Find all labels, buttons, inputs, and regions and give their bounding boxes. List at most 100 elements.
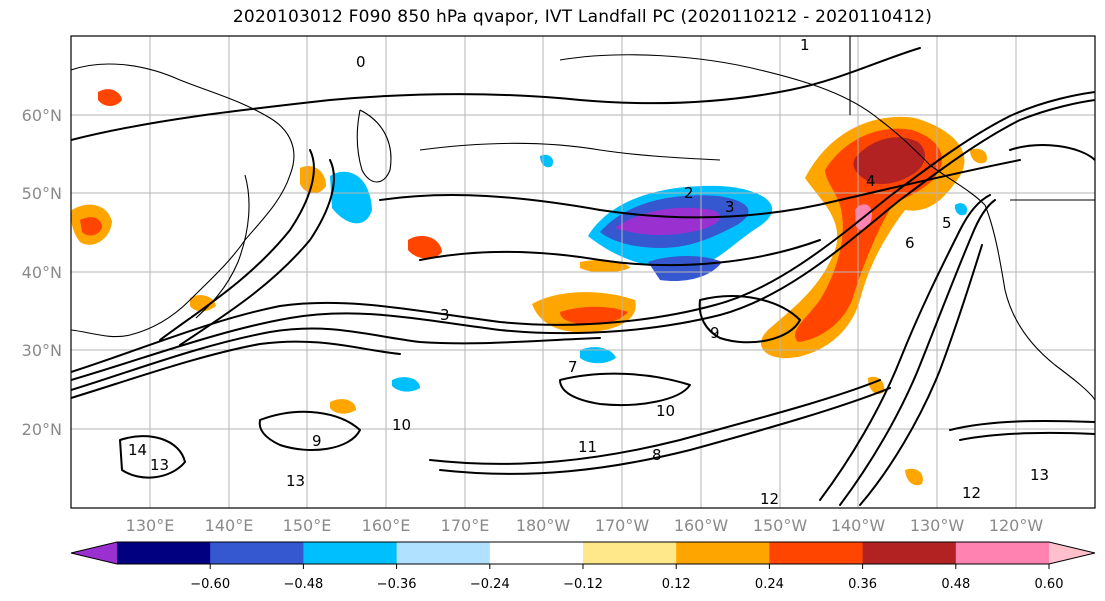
contour-line <box>819 194 991 501</box>
contour-label: 9 <box>710 324 720 342</box>
lon-label: 140°W <box>831 516 886 535</box>
contour-line <box>419 239 821 267</box>
colorbar-tick-label: −0.12 <box>563 577 603 592</box>
colorbar-tick-label: −0.36 <box>377 577 417 592</box>
lon-label: 160°E <box>362 516 411 535</box>
contour-labels: 0 1 2 3 4 5 6 9 9 10 10 11 12 12 13 13 1… <box>128 36 1049 508</box>
lat-label: 30°N <box>22 341 62 360</box>
positive-plume-mid <box>795 128 942 342</box>
colorbar: −0.60 −0.48 −0.36 −0.24 −0.12 0.12 0.24 0.36 0.4… <box>70 541 1096 592</box>
contour-line <box>949 419 1095 431</box>
colorbar-segment <box>303 542 398 564</box>
colorbar-segment <box>862 542 957 564</box>
colorbar-tick-label: −0.60 <box>190 577 230 592</box>
contour-label: 5 <box>942 214 952 232</box>
contour-label: 0 <box>356 53 366 71</box>
small-blob <box>330 399 356 414</box>
colorbar-segment <box>489 542 584 564</box>
gridlines <box>71 36 1095 508</box>
contour-label: 9 <box>312 432 322 450</box>
contour-label: 13 <box>150 456 169 474</box>
positive-plume-core <box>853 137 925 184</box>
colorbar-segment <box>955 542 1050 564</box>
colorbar-tick-label: −0.24 <box>470 577 510 592</box>
small-blob <box>905 468 923 486</box>
contour-line <box>159 149 315 341</box>
small-blob <box>190 295 216 312</box>
contour-line <box>71 91 1095 373</box>
map-frame <box>70 35 1096 509</box>
lon-label: 170°W <box>595 516 650 535</box>
positive-band-core <box>560 306 628 325</box>
contour-label: 11 <box>578 438 597 456</box>
contour-label: 4 <box>866 172 876 190</box>
coastlines <box>71 36 1095 401</box>
negative-anomaly-lobe <box>648 256 722 282</box>
coastline-aleutians <box>419 142 721 161</box>
contour-line <box>1009 144 1095 161</box>
contour-line <box>839 199 996 506</box>
lat-label: 40°N <box>22 263 62 282</box>
shading-layer <box>71 89 987 486</box>
small-blob <box>408 236 442 259</box>
contour-line <box>859 244 983 506</box>
colorbar-segment <box>117 542 211 564</box>
colorbar-tick-label: 0.36 <box>848 577 877 592</box>
colorbar-extend-high <box>1049 542 1095 564</box>
colorbar-tick-label: −0.48 <box>283 577 323 592</box>
contour-line <box>698 295 801 344</box>
contour-line <box>71 47 921 141</box>
small-blob <box>954 203 968 216</box>
lat-label: 60°N <box>22 106 62 125</box>
colorbar-tick-label: 0.48 <box>941 577 970 592</box>
negative-anomaly-peak <box>615 207 720 235</box>
latitude-axis: 60°N 50°N 40°N 30°N 20°N <box>22 106 62 439</box>
colorbar-ticks: −0.60 −0.48 −0.36 −0.24 −0.12 0.12 0.24 0.36 0.4… <box>190 564 1063 592</box>
colorbar-extend-low <box>71 542 117 564</box>
colorbar-segment <box>676 542 770 564</box>
contour-line <box>71 327 601 391</box>
contour-label: 6 <box>905 234 915 252</box>
coastline-asia <box>71 63 295 338</box>
small-blob <box>98 89 122 106</box>
contour-label: 1 <box>800 36 810 54</box>
coastline-kamchatka <box>356 109 392 183</box>
lon-label: 180°W <box>516 516 571 535</box>
contour-label: 3 <box>725 198 735 216</box>
lon-label: 150°E <box>283 516 332 535</box>
lon-label: 130°E <box>126 516 175 535</box>
contour-label: 3 <box>440 306 450 324</box>
map-panel: 0 1 2 3 4 5 6 9 9 10 10 11 12 12 13 13 1… <box>71 36 1095 508</box>
lon-label: 120°W <box>989 516 1044 535</box>
contour-label: 2 <box>684 184 694 202</box>
small-blob <box>330 171 372 224</box>
contours <box>71 47 1095 506</box>
small-blob <box>580 347 616 364</box>
small-blob <box>392 377 420 392</box>
small-blob <box>868 376 885 395</box>
colorbar-tick-label: 0.12 <box>662 577 691 592</box>
colorbar-tick-label: 0.24 <box>755 577 784 592</box>
contour-line <box>429 379 881 465</box>
contour-line <box>71 340 401 399</box>
lon-label: 140°E <box>205 516 254 535</box>
lat-label: 50°N <box>22 184 62 203</box>
contour-label: 8 <box>652 446 662 464</box>
contour-line <box>559 372 691 406</box>
border-line <box>849 36 1095 201</box>
contour-line <box>71 99 1095 381</box>
contour-line <box>119 435 186 479</box>
small-blob <box>970 148 987 164</box>
contour-line <box>179 159 335 346</box>
small-blob <box>80 217 102 236</box>
longitude-axis: 130°E 140°E 150°E 160°E 170°E 180°W 170°… <box>126 516 1044 535</box>
colorbar-tick-label: 0.60 <box>1035 577 1064 592</box>
contour-line <box>379 159 1021 219</box>
colorbar-segment <box>583 542 677 564</box>
contour-label: 13 <box>286 472 305 490</box>
contour-label: 12 <box>962 484 981 502</box>
contour-label: 7 <box>568 358 578 376</box>
lon-label: 160°W <box>674 516 729 535</box>
contour-label: 13 <box>1030 466 1049 484</box>
